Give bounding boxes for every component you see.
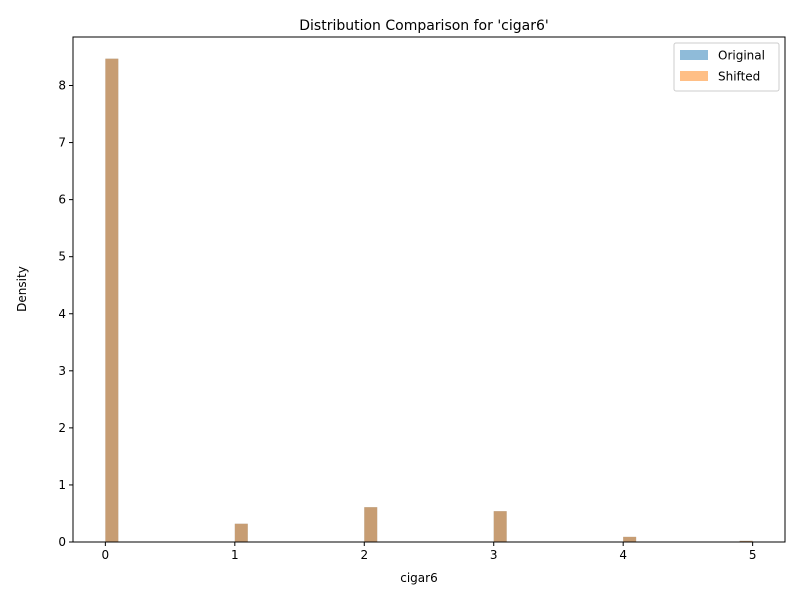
x-tick-label: 5	[749, 548, 757, 562]
bar-shifted-1	[234, 523, 248, 542]
y-tick-label: 4	[58, 307, 66, 321]
x-tick-label: 2	[360, 548, 368, 562]
y-axis-label: Density	[15, 266, 29, 312]
plot-frame	[72, 36, 786, 543]
y-tick-label: 6	[58, 193, 66, 207]
y-tick-label: 8	[58, 79, 66, 93]
y-tick-label: 1	[58, 478, 66, 492]
x-axis-label: cigar6	[400, 571, 437, 585]
x-axis-ticks: 0 1 2 3 4 5	[102, 542, 757, 562]
chart-title: Distribution Comparison for 'cigar6'	[299, 18, 549, 34]
legend-label-original: Original	[718, 49, 765, 63]
y-tick-label: 2	[58, 421, 66, 435]
bar-shifted-4	[623, 536, 637, 542]
y-tick-label: 5	[58, 250, 66, 264]
y-axis-ticks: 0 1 2 3 4 5 6 7 8	[58, 79, 73, 549]
legend: Original Shifted	[673, 42, 780, 92]
bar-shifted-2	[364, 507, 378, 542]
x-tick-label: 0	[102, 548, 110, 562]
x-tick-label: 4	[619, 548, 627, 562]
y-tick-label: 0	[58, 535, 66, 549]
x-tick-label: 1	[231, 548, 239, 562]
legend-swatch-original	[680, 50, 708, 60]
y-tick-label: 7	[58, 136, 66, 150]
bar-shifted-0	[105, 58, 119, 542]
bar-shifted-3	[493, 511, 507, 542]
bar-shifted-5	[739, 540, 753, 542]
x-tick-label: 3	[490, 548, 498, 562]
histogram-bars	[105, 58, 753, 542]
legend-label-shifted: Shifted	[718, 70, 760, 84]
y-tick-label: 3	[58, 364, 66, 378]
legend-swatch-shifted	[680, 71, 708, 81]
